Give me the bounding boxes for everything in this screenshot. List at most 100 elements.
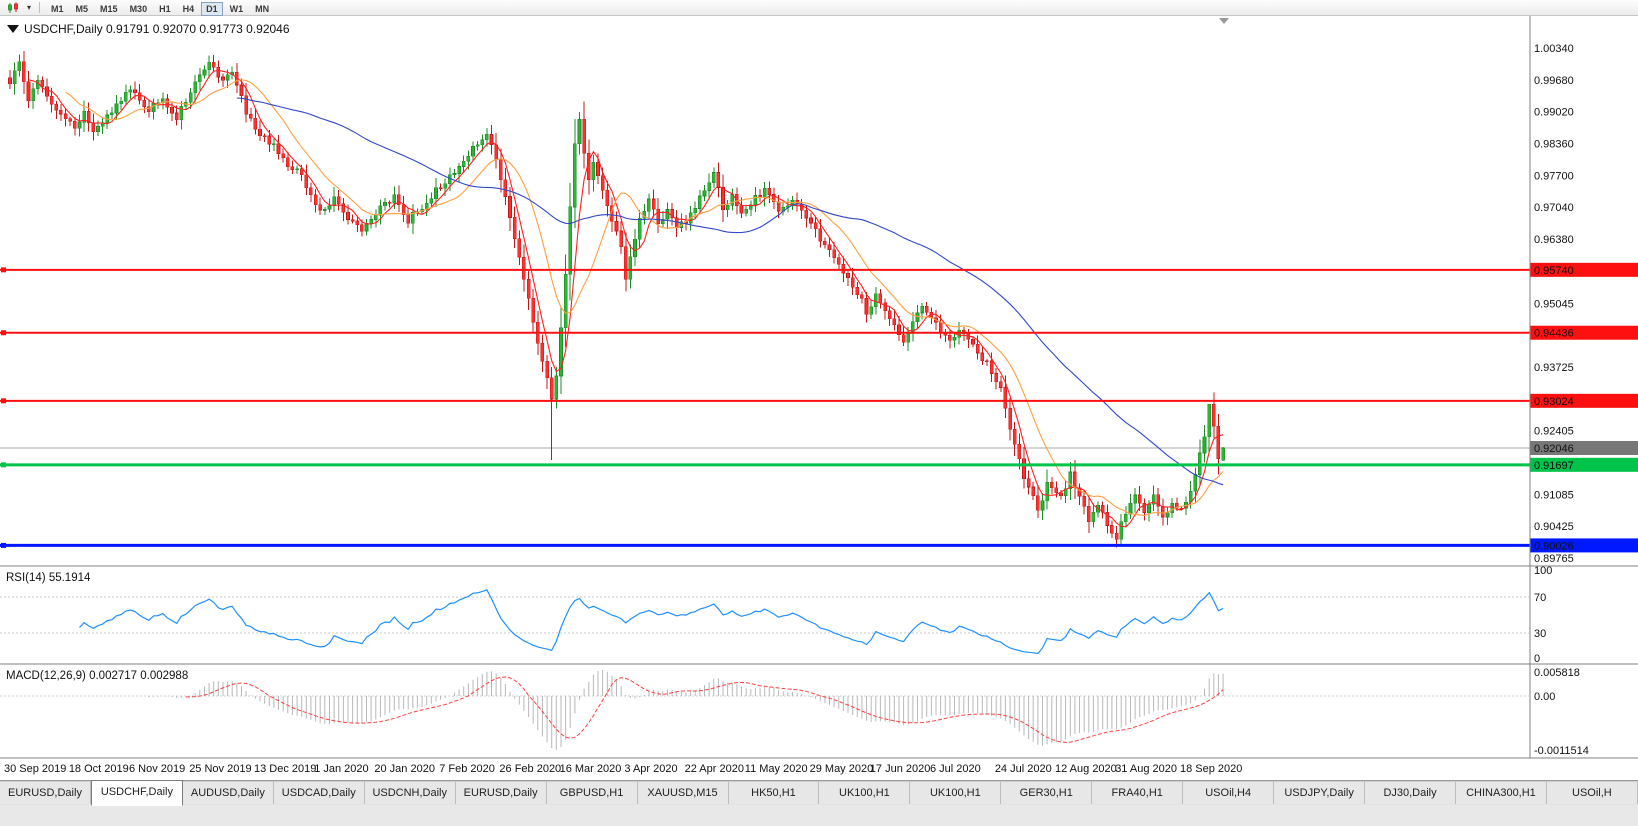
candle-body: [309, 187, 313, 196]
candle-body: [1133, 494, 1137, 504]
chart-tab-uk100-h1[interactable]: UK100,H1: [819, 781, 911, 804]
chart-tab-usoil-h4[interactable]: USOil,H4: [1183, 781, 1275, 804]
candle-body: [244, 95, 248, 115]
chart-tab-xauusd-m15[interactable]: XAUUSD,M15: [637, 781, 729, 804]
line-handle[interactable]: [1, 267, 6, 273]
candle-body: [545, 361, 549, 378]
candle-body: [188, 92, 193, 103]
candle-body: [869, 306, 874, 315]
candle-body: [63, 113, 68, 120]
chart-window-button[interactable]: [4, 0, 24, 16]
candle-body: [1156, 494, 1160, 507]
timeframe-button-h1[interactable]: H1: [154, 2, 176, 16]
price-badge-label: 0.91697: [1534, 460, 1574, 472]
timeframe-button-m5[interactable]: M5: [71, 2, 94, 16]
date-axis-label: 24 Jul 2020: [995, 763, 1052, 775]
candle-body: [568, 206, 573, 275]
price-axis-label: 0.93725: [1534, 362, 1574, 374]
candle-body: [758, 195, 762, 198]
timeframe-button-mn[interactable]: MN: [250, 2, 274, 16]
chart-tab-fra40-h1[interactable]: FRA40,H1: [1092, 781, 1184, 804]
candle-body: [512, 217, 517, 240]
line-handle[interactable]: [1, 542, 6, 548]
candle-body: [151, 102, 156, 113]
timeframe-button-w1[interactable]: W1: [225, 2, 249, 16]
candle-body: [1151, 494, 1156, 505]
candle-body: [290, 166, 295, 170]
candle-body: [846, 272, 850, 279]
candle-body: [40, 80, 45, 87]
chart-type-dropdown-button[interactable]: ▾: [24, 0, 34, 16]
candle-body: [1012, 429, 1017, 445]
candle-body: [383, 202, 387, 207]
date-axis-label: 20 Jan 2020: [374, 763, 435, 775]
price-axis-label: 0.97700: [1534, 170, 1574, 182]
macd-signal-line: [185, 676, 1224, 743]
candle-body: [1068, 471, 1073, 490]
candle-body: [665, 209, 670, 220]
candle-body: [124, 91, 128, 102]
date-axis-label: 16 Mar 2020: [560, 763, 622, 775]
candle-body: [392, 194, 397, 204]
candle-body: [651, 198, 656, 210]
candle-body: [596, 162, 600, 177]
candle-body: [438, 187, 443, 189]
chart-tab-gbpusd-h1[interactable]: GBPUSD,H1: [546, 781, 638, 804]
timeframe-button-group: M1 M5 M15 M30 H1 H4 D1 W1 MN: [45, 0, 275, 17]
chart-tab-usdcad-daily[interactable]: USDCAD,Daily: [273, 781, 365, 804]
candle-body: [142, 99, 147, 108]
candle-body: [295, 168, 299, 171]
candle-body: [480, 139, 485, 146]
chart-tab-eurusd-daily[interactable]: EURUSD,Daily: [455, 781, 547, 804]
timeframe-button-h4[interactable]: H4: [178, 2, 200, 16]
candle-body: [1114, 532, 1119, 540]
chart-tab-uk100-h1[interactable]: UK100,H1: [910, 781, 1002, 804]
price-axis-label: 0.91085: [1534, 489, 1574, 501]
chart-canvas[interactable]: 1.00340 0.99680 0.99020 0.98360 0.97700 0.970…: [0, 0, 1638, 780]
timeframe-button-m1[interactable]: M1: [46, 2, 69, 16]
chart-tab-usdchf-daily[interactable]: USDCHF,Daily: [90, 780, 183, 806]
candle-body: [147, 106, 151, 113]
candle-body: [285, 157, 290, 168]
candle-body: [91, 122, 96, 133]
chart-tab-hk50-h1[interactable]: HK50,H1: [728, 781, 820, 804]
date-axis-label: 1 Jan 2020: [314, 763, 368, 775]
timeframe-button-m15[interactable]: M15: [95, 2, 123, 16]
candle-body: [443, 183, 448, 189]
chart-marker-icon[interactable]: [7, 25, 19, 33]
candle-body: [272, 143, 276, 145]
candle-body: [327, 205, 332, 210]
chart-title-ohlc: USDCHF,Daily 0.91791 0.92070 0.91773 0.9…: [24, 22, 290, 36]
candle-body: [813, 222, 818, 229]
price-axis-label: 0.98360: [1534, 138, 1574, 150]
chart-tab-usdcnh-daily[interactable]: USDCNH,Daily: [364, 781, 456, 804]
chart-tab-china300-h1[interactable]: CHINA300,H1: [1456, 781, 1547, 804]
line-handle[interactable]: [1, 462, 6, 468]
candle-body: [1054, 487, 1059, 493]
candle-body: [1128, 502, 1133, 515]
timeframe-button-d1[interactable]: D1: [201, 1, 223, 16]
candle-body: [299, 168, 304, 176]
candle-body: [698, 195, 702, 209]
timeframe-button-m30[interactable]: M30: [125, 2, 153, 16]
candle-body: [452, 173, 457, 176]
chart-tab-ger30-h1[interactable]: GER30,H1: [1001, 781, 1093, 804]
candle-body: [1119, 521, 1123, 540]
chart-tab-eurusd-daily[interactable]: EURUSD,Daily: [0, 781, 91, 804]
chart-tab-audusd-daily[interactable]: AUDUSD,Daily: [182, 781, 274, 804]
candle-body: [276, 143, 281, 155]
date-axis-label: 30 Sep 2019: [4, 763, 66, 775]
candle-body: [1036, 495, 1040, 511]
candle-body: [827, 244, 832, 251]
macd-histogram: [148, 670, 1224, 750]
candle-body: [1124, 513, 1128, 523]
candle-body: [1040, 500, 1045, 511]
chart-tab-usoil-h[interactable]: USOil,H: [1546, 781, 1638, 804]
candlestick-chart-icon: [8, 2, 18, 13]
chart-tab-usdjpy-daily[interactable]: USDJPY,Daily: [1274, 781, 1366, 804]
line-handle[interactable]: [1, 398, 6, 404]
candle-body: [77, 121, 82, 129]
candle-body: [22, 61, 26, 83]
line-handle[interactable]: [1, 330, 6, 336]
chart-tab-dj30-daily[interactable]: DJ30,Daily: [1365, 781, 1456, 804]
